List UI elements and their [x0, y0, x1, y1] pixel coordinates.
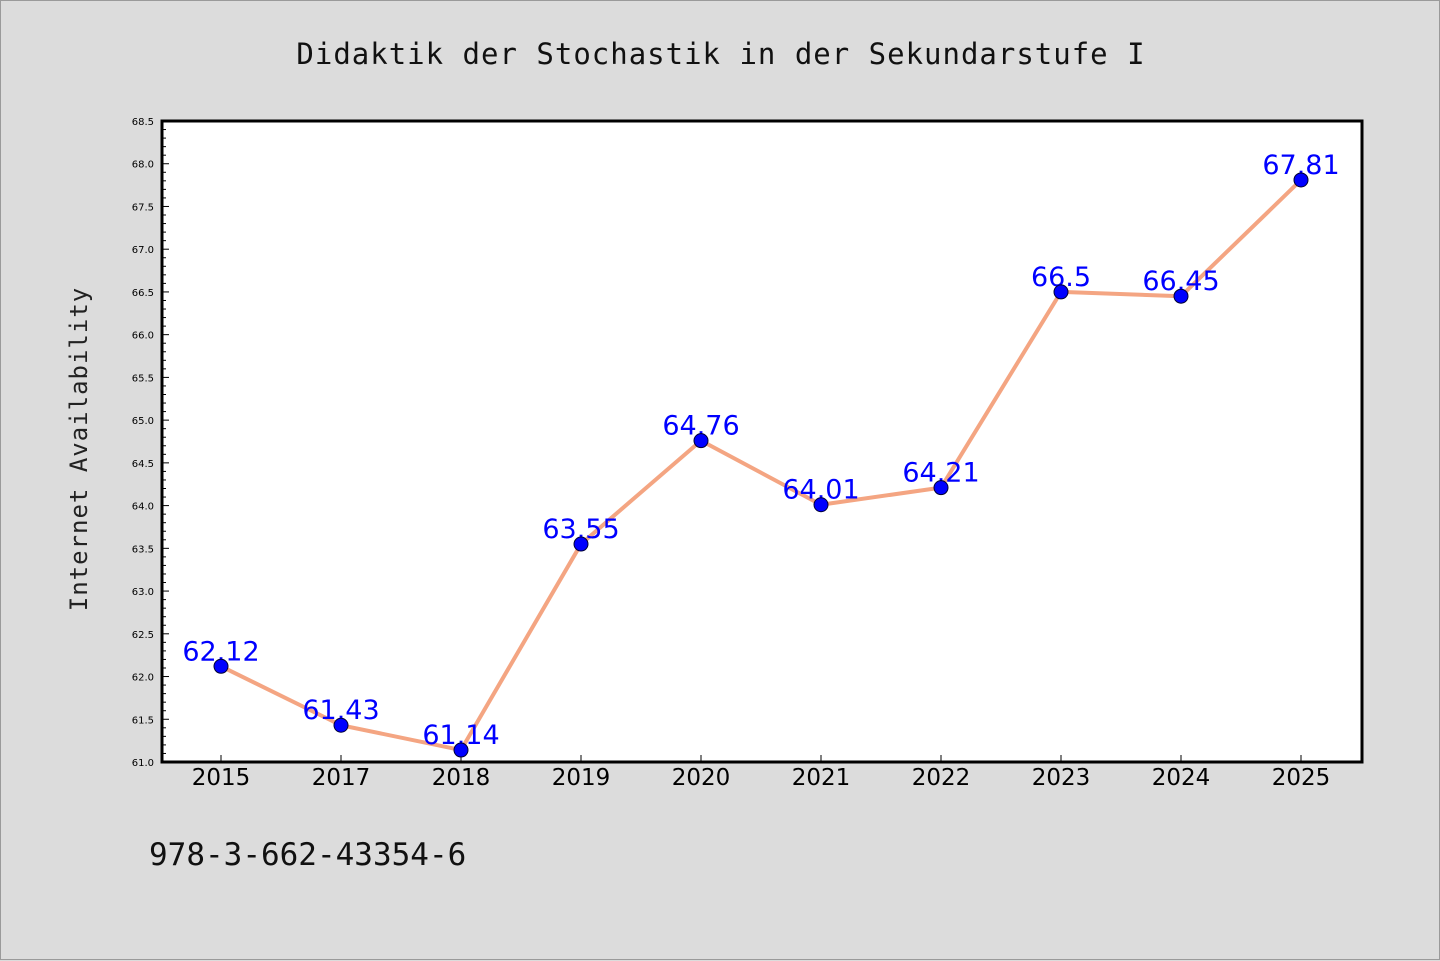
x-tick-label: 2021 — [792, 765, 851, 791]
data-point — [213, 658, 229, 674]
y-tick-label: 68.5 — [132, 117, 154, 128]
x-tick-label: 2024 — [1152, 765, 1211, 791]
y-tick-label: 63.5 — [132, 544, 154, 555]
x-tick-label: 2015 — [192, 765, 251, 791]
y-axis-label: Internet Availability — [65, 287, 93, 611]
series-line-group — [219, 177, 1303, 753]
data-point — [693, 433, 709, 449]
y-tick-label: 63.0 — [132, 587, 154, 598]
x-tick-label: 2022 — [912, 765, 971, 791]
y-tick-label: 66.5 — [132, 288, 154, 299]
markers-group — [213, 172, 1309, 758]
y-tick-label: 67.5 — [132, 202, 154, 213]
y-tick-label: 64.5 — [132, 459, 154, 470]
y-tick-label: 65.0 — [132, 416, 154, 427]
x-tick-label: 2020 — [672, 765, 731, 791]
y-tick-label: 65.5 — [132, 373, 154, 384]
x-tick-label: 2019 — [552, 765, 611, 791]
y-tick-label: 68.0 — [132, 160, 154, 171]
y-tick-label: 62.0 — [132, 673, 154, 684]
x-tick-label: 2023 — [1032, 765, 1091, 791]
y-tick-label: 61.5 — [132, 715, 154, 726]
y-tick-label: 67.0 — [132, 245, 154, 256]
y-tick-label: 66.0 — [132, 331, 154, 342]
footer-isbn: 978-3-662-43354-6 — [149, 837, 466, 873]
series-line — [219, 177, 1303, 753]
plot-area — [162, 121, 1362, 762]
data-point — [453, 742, 469, 758]
data-point — [1173, 288, 1189, 304]
y-axis: 61.0 61.5 62.0 62.5 63.0 63.5 64.0 64.5 65.0 65.5… — [132, 117, 169, 769]
y-tick-label: 62.5 — [132, 630, 154, 641]
plot-border — [160, 119, 1364, 764]
data-point — [1293, 172, 1309, 188]
x-tick-label: 2025 — [1272, 765, 1331, 791]
x-tick-label: 2017 — [312, 765, 371, 791]
data-point — [333, 717, 349, 733]
chart-title: Didaktik der Stochastik in der Sekundars… — [296, 37, 1145, 71]
x-tick-label: 2018 — [432, 765, 491, 791]
data-point — [1053, 284, 1069, 300]
data-point — [813, 497, 829, 513]
x-axis: 2015 2017 2018 2019 2020 2021 2022 2023 2024 2025 — [192, 755, 1331, 791]
data-point — [933, 480, 949, 496]
y-tick-label: 61.0 — [132, 758, 154, 769]
y-tick-label: 64.0 — [132, 502, 154, 513]
data-point — [573, 536, 589, 552]
